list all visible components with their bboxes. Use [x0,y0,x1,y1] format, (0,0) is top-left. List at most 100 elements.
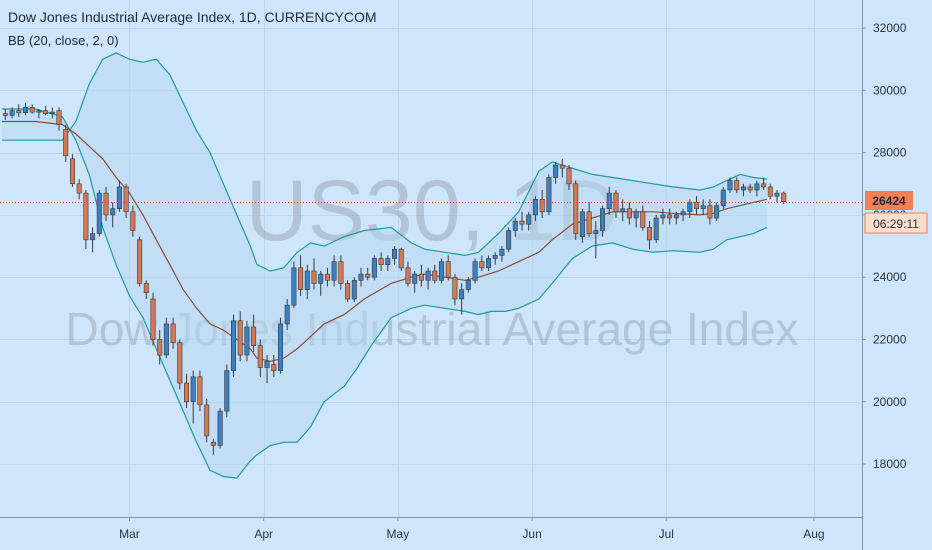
candle [459,283,465,315]
candle [579,208,585,243]
candle-body [378,258,384,265]
candle [277,317,283,374]
candle-body [526,214,532,225]
candle [747,183,753,194]
candle-body [351,279,357,300]
candle [110,202,116,228]
candle-body [130,211,136,231]
candle-body [76,183,82,194]
candle [539,189,545,219]
candle-body [512,220,518,231]
candle [284,298,290,331]
x-tick-label: Jul [659,527,674,541]
candle-body [720,189,726,206]
candle [43,105,49,116]
candle-body [606,192,612,210]
candle [553,161,559,184]
candle [754,180,760,197]
candle-body [22,107,28,114]
candle [143,280,149,299]
candle-body [83,192,89,241]
candle [559,158,565,178]
candle [177,339,183,390]
candle [385,255,391,271]
candle-body [559,164,565,169]
candle-body [123,186,129,213]
candle-body [157,339,163,356]
candle [311,258,317,290]
candle-body [774,192,780,197]
candle-body [539,199,545,213]
candle-body [660,214,666,219]
x-tick-label: Mar [119,527,140,541]
time-axis[interactable]: Mar Apr May Jun Jul Aug [119,517,825,541]
candle [16,104,22,117]
candle-body [177,342,183,384]
candle [251,314,257,352]
candle [217,407,223,449]
candle-body [472,261,478,281]
candle [606,186,612,215]
candle [83,189,89,250]
candle-body [304,270,310,291]
candle-body [599,208,605,231]
indicator-label[interactable]: BB (20, close, 2, 0) [8,33,119,48]
candle [2,109,8,120]
candle-body [184,382,190,403]
candle [204,398,210,443]
candle-body [16,110,22,114]
candle [103,186,109,222]
candle [506,227,512,253]
candle [331,255,337,287]
candle [714,202,720,222]
candle [532,196,538,222]
candle-body [465,279,471,290]
candle [291,261,297,309]
candle-body [405,267,411,284]
candle [660,208,666,225]
candle-body [499,248,505,256]
candle [190,370,196,424]
candle [599,205,605,237]
candle [472,258,478,284]
candle [673,211,679,225]
candle [298,255,304,296]
last-price-tag [865,191,913,210]
candle [412,270,418,293]
candle [123,183,129,219]
candle [324,267,330,287]
candle [257,339,263,377]
candle-body [271,364,277,371]
candle [116,180,122,212]
candle [633,208,639,228]
candle [365,267,371,281]
candle-body [714,205,720,219]
candle [22,102,28,116]
candle [405,261,411,287]
candle-body [2,113,8,116]
candle-body [63,129,69,157]
candle [573,180,579,240]
candle [485,255,491,271]
candle [445,255,451,281]
candle-body [398,248,404,269]
candle-body [479,261,485,269]
candle [761,177,767,190]
candle-body [197,376,203,406]
candle-body [412,273,418,284]
candle-body [338,261,344,284]
candle [727,177,733,194]
candle [130,205,136,237]
candle-body [613,192,619,213]
candle-body [345,283,351,300]
candle [237,311,243,362]
candle [338,255,344,290]
candle-body [143,283,149,293]
candle-body [231,320,237,371]
upper-band-line [2,52,767,272]
candle [271,355,277,377]
candle-body [425,270,431,281]
candle [63,124,69,162]
